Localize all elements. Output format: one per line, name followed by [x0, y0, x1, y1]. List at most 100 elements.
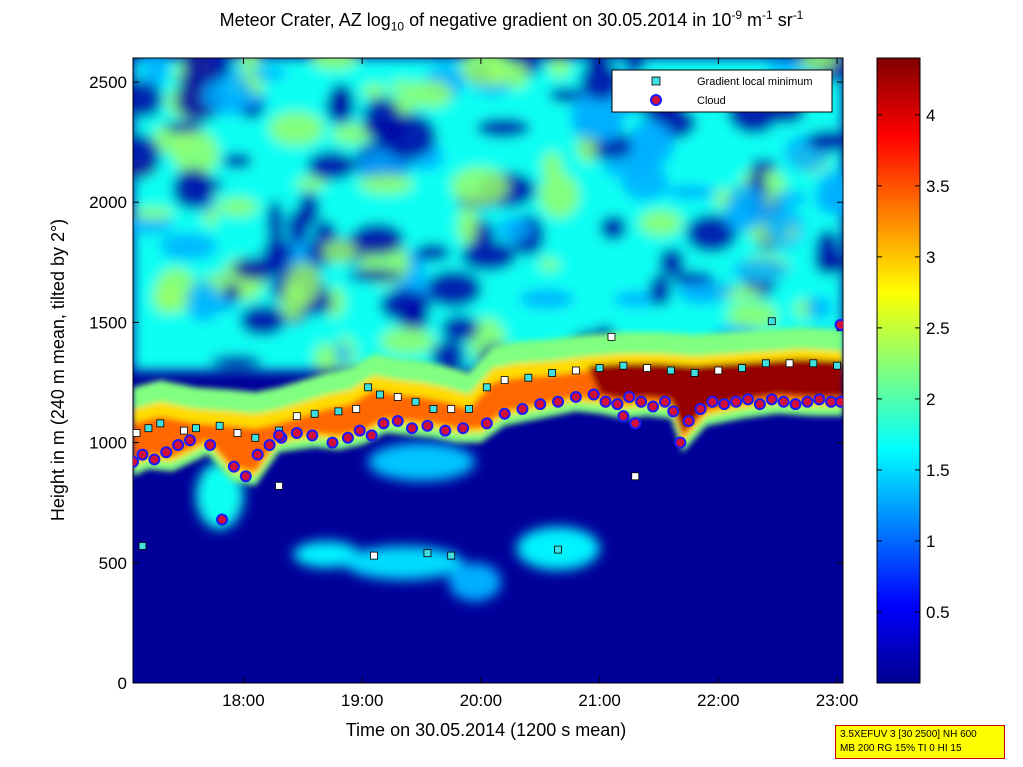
colorbar-ticks: 0.5 1 1.5 2 2.5 3 3.5 4: [877, 106, 950, 622]
upper-blotch: [379, 288, 431, 322]
gradient-minimum-point: [447, 405, 456, 413]
upper-blotch: [408, 80, 453, 108]
upper-blotch: [164, 121, 203, 134]
upper-blotch: [798, 58, 839, 71]
upper-blotch: [425, 269, 482, 308]
upper-blotch: [629, 119, 667, 168]
cloud-point: [742, 393, 755, 406]
upper-blotch: [519, 288, 575, 310]
colorbar-tick-label: 2.5: [926, 319, 950, 338]
upper-blotch: [476, 117, 531, 138]
upper-blotch: [542, 151, 563, 180]
title-text-4: sr: [772, 10, 793, 30]
upper-blotch: [806, 129, 843, 152]
upper-blotch: [362, 96, 401, 142]
upper-blotch: [460, 58, 508, 86]
cloud-point: [263, 439, 276, 452]
gradient-minimum-point: [571, 366, 580, 375]
title-sub-1: 10: [390, 19, 405, 34]
legend-square-icon: [651, 76, 661, 86]
colorbar-tick-label: 0.5: [926, 603, 950, 622]
cloud-point: [834, 318, 843, 331]
cloud-point: [682, 414, 695, 427]
cloud-point: [216, 513, 229, 526]
cloud-point: [251, 448, 264, 461]
colorbar-tick-label: 1: [926, 532, 935, 551]
gradient-minimum-point: [619, 361, 628, 370]
upper-blotch: [362, 83, 387, 99]
gradient-minimum-point: [833, 361, 841, 370]
upper-blotch: [496, 216, 533, 242]
upper-blotch: [570, 94, 598, 140]
gradient-minimum-point: [423, 549, 432, 558]
y-tick-label: 2500: [89, 73, 127, 92]
upper-blotch: [580, 61, 622, 102]
upper-blotch: [266, 199, 284, 247]
upper-blotch: [331, 123, 373, 144]
gradient-minimum-point: [376, 390, 384, 399]
cloud-point: [183, 434, 196, 447]
gradient-minimum-point: [607, 332, 616, 341]
plume: [344, 545, 464, 580]
x-tick-label: 20:00: [460, 691, 503, 710]
upper-blotch: [172, 168, 214, 210]
upper-blotch: [219, 197, 259, 217]
gradient-minimum-point: [393, 393, 402, 401]
plot-frame: [132, 57, 844, 684]
cloud-point: [136, 448, 149, 461]
gradient-minimum-point: [809, 359, 818, 368]
gradient-minimum-point: [292, 412, 301, 421]
boundary-layer: [133, 327, 843, 486]
cloud-point: [599, 395, 612, 408]
gradient-minimum-point: [595, 364, 604, 372]
cloud-point: [457, 422, 470, 435]
upper-blotch: [298, 191, 320, 227]
upper-blotch: [440, 314, 479, 343]
gradient-minimum-point: [133, 429, 141, 437]
upper-blotch: [310, 58, 359, 70]
cloud-point: [647, 400, 660, 413]
upper-blotch: [325, 287, 345, 318]
cloud-point: [306, 429, 319, 442]
y-tick-label: 0: [118, 674, 127, 693]
gradient-minimum-point: [192, 424, 200, 433]
upper-blotch: [223, 282, 241, 304]
upper-blotch: [358, 174, 414, 195]
upper-blotch: [460, 240, 517, 272]
upper-blotch: [548, 58, 571, 78]
upper-blotch: [685, 213, 738, 253]
markers: [133, 317, 843, 560]
gradient-minimum-point: [364, 383, 372, 392]
upper-blotch: [725, 184, 768, 231]
gradient-minimum-point: [738, 364, 746, 372]
cloud-point: [674, 436, 687, 449]
gradient-minimum-point: [233, 429, 242, 437]
upper-blotch: [599, 215, 627, 241]
cloud-point: [718, 398, 731, 411]
x-axis-label: Time on 30.05.2014 (1200 s mean): [346, 720, 627, 740]
gradient-minimum-point: [310, 409, 319, 418]
gradient-minimum-point: [761, 359, 770, 368]
upper-blotch: [306, 241, 324, 262]
upper-blotch: [602, 156, 652, 179]
chart-title: Meteor Crater, AZ log10 of negative grad…: [0, 8, 1023, 34]
upper-blotch: [666, 184, 717, 200]
upper-blotch: [239, 304, 287, 337]
x-tick-label: 19:00: [341, 691, 384, 710]
upper-blotch: [295, 177, 327, 191]
legend-label: Cloud: [697, 95, 726, 107]
heatmap-field: [133, 58, 843, 683]
gradient-minimum-point: [465, 405, 473, 413]
legend-box: [611, 69, 833, 113]
upper-blotch: [612, 290, 660, 308]
cloud-point: [534, 398, 547, 411]
cloud-point: [133, 455, 139, 468]
gradient-minimum-point: [767, 317, 776, 326]
upper-blotch: [133, 78, 163, 119]
upper-blotch: [314, 343, 338, 373]
upper-blotch: [750, 158, 778, 173]
upper-blotch: [262, 238, 293, 266]
colorbar-tick-label: 1.5: [926, 461, 950, 480]
title-text-3: m: [742, 10, 763, 30]
